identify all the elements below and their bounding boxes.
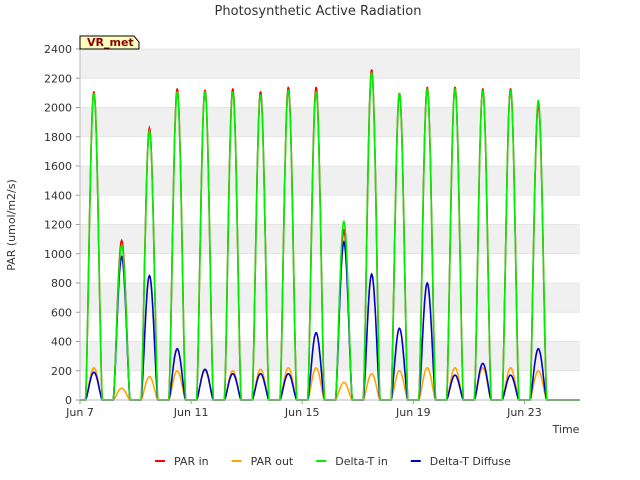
y-tick-label: 2000 [44,102,72,115]
x-axis-ticks: Jun 7 Jun 11 Jun 15 Jun 19 Jun 23 [65,400,542,419]
grid-band [80,166,580,196]
x-tick-label: Jun 19 [395,406,431,419]
y-tick-label: 800 [51,277,72,290]
background-bands [80,48,580,401]
series-line-par-out [80,366,580,401]
x-tick-label: Jun 7 [65,406,94,419]
site-label-box: VR_met [79,35,140,50]
x-axis-label: Time [552,423,580,436]
y-tick-label: 0 [65,394,72,407]
series-lines [80,69,580,401]
y-tick-label: 1800 [44,131,72,144]
y-tick-label: 1600 [44,160,72,173]
grid-band [80,283,580,313]
legend-item: PAR in [155,455,209,468]
series-line-delta-t-in [80,72,580,401]
legend-item: PAR out [231,455,294,468]
grid-band [80,312,580,342]
grid-band [80,224,580,254]
grid-band [80,370,580,400]
x-tick-label: Jun 15 [284,406,320,419]
grid-band [80,253,580,283]
site-label-text: VR_met [87,36,134,49]
grid-band [80,49,580,79]
y-tick-label: 2400 [44,43,72,56]
x-tick-label: Jun 11 [173,406,209,419]
legend: PAR in PAR out Delta-T in Delta-T Diffuse [155,455,511,468]
chart-title: Photosynthetic Active Radiation [215,4,422,19]
y-axis-ticks: 0 200 400 600 800 1000 1200 1400 1600 1800 2000 220… [44,43,80,407]
y-tick-label: 600 [51,306,72,319]
y-tick-label: 1400 [44,189,72,202]
grid-band [80,78,580,108]
legend-label: PAR out [251,455,294,468]
series-line-delta-t-diffuse [80,239,580,401]
site-label-frame [79,35,140,50]
legend-item: Delta-T Diffuse [410,455,511,468]
x-tick-label: Jun 23 [506,406,542,419]
y-axis-label: PAR (umol/m2/s) [5,179,18,271]
legend-label: Delta-T Diffuse [430,455,511,468]
grid-band [80,107,580,137]
legend-label: Delta-T in [335,455,388,468]
y-tick-label: 200 [51,365,72,378]
grid-band [80,195,580,225]
y-tick-label: 1200 [44,219,72,232]
legend-label: PAR in [174,455,209,468]
grid-band [80,341,580,371]
y-tick-label: 400 [51,336,72,349]
y-tick-label: 2200 [44,72,72,85]
grid-band [80,136,580,166]
y-tick-label: 1000 [44,248,72,261]
legend-item: Delta-T in [316,455,388,468]
